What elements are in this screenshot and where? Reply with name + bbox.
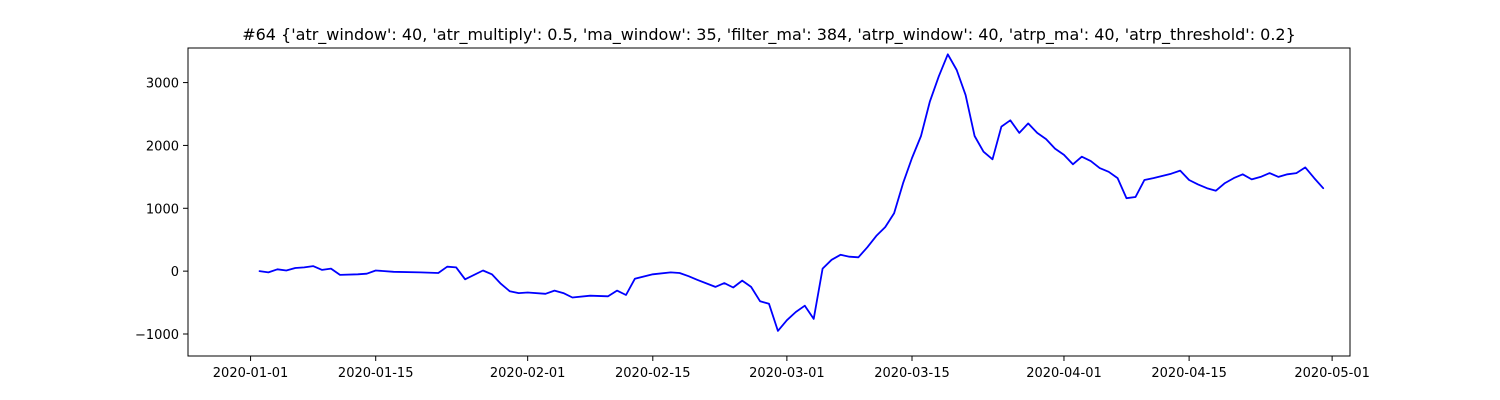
axes-frame [187,47,1351,357]
x-tick-label: 2020-02-01 [490,366,566,381]
x-tick-label: 2020-04-01 [1026,366,1102,381]
series-line [258,53,1325,332]
x-tick-label: 2020-01-01 [213,366,289,381]
x-tick-label: 2020-05-01 [1294,366,1370,381]
y-tick-label: −1000 [135,328,179,343]
y-axis: −1000 0 1000 2000 3000 [135,77,188,343]
x-tick-label: 2020-03-15 [874,366,950,381]
y-tick-label: 2000 [146,139,179,154]
y-tick-label: 3000 [146,77,179,92]
x-tick-label: 2020-02-15 [615,366,691,381]
y-tick-label: 1000 [146,202,179,217]
y-tick-label: 0 [171,265,179,280]
x-tick-label: 2020-01-15 [338,366,414,381]
chart-title: #64 {'atr_window': 40, 'atr_multiply': 0… [242,25,1296,45]
x-tick-label: 2020-03-01 [749,366,825,381]
plot-series [258,53,1325,332]
x-axis: 2020-01-01 2020-01-15 2020-02-01 2020-02-15… [213,356,1370,381]
x-tick-label: 2020-04-15 [1151,366,1227,381]
